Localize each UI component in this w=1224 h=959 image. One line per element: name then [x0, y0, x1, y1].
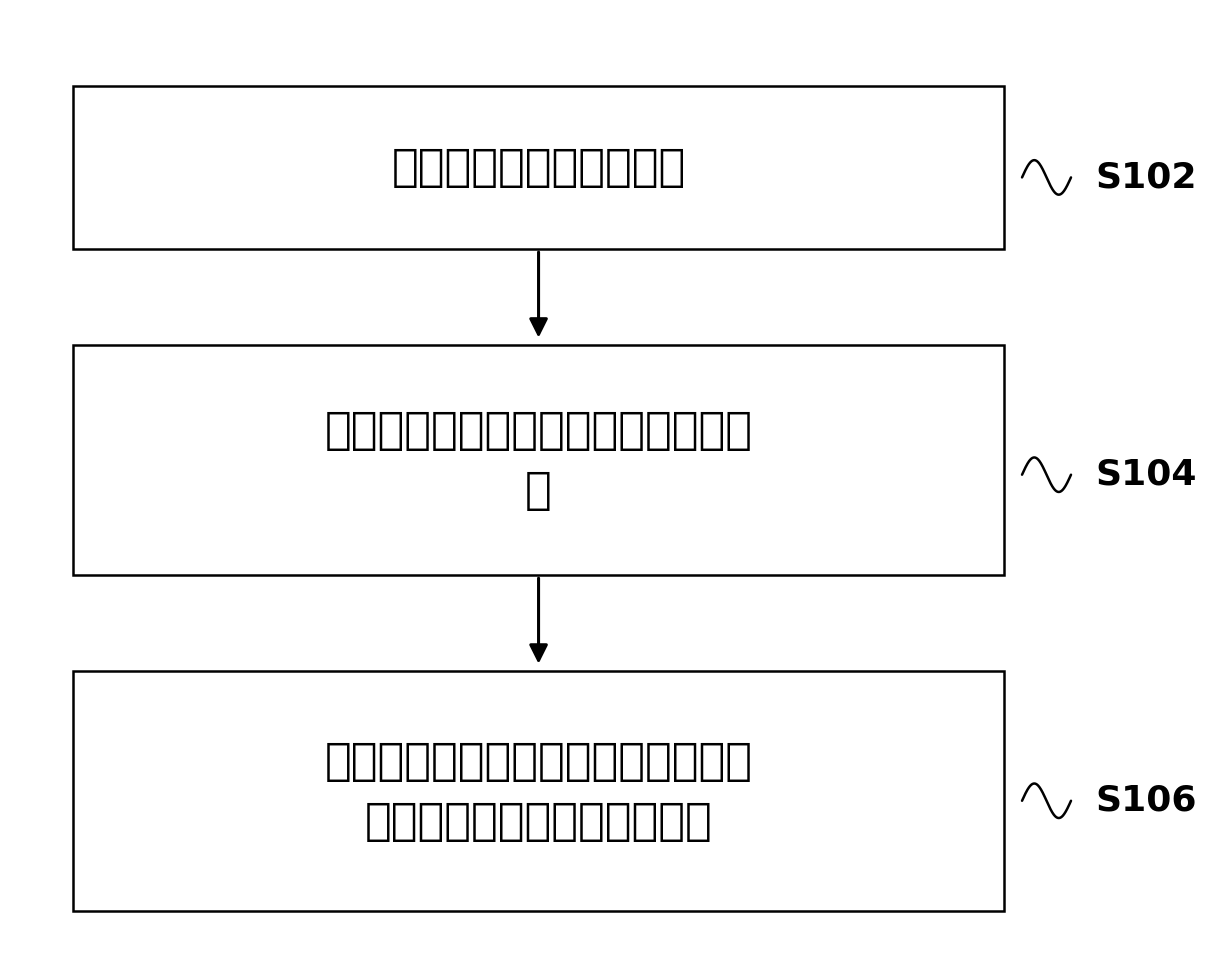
- Text: S106: S106: [1095, 784, 1197, 818]
- Text: 接收对至少一个模拟发电站的操作指
令: 接收对至少一个模拟发电站的操作指 令: [324, 409, 753, 512]
- Bar: [73, 345, 1004, 575]
- Text: S104: S104: [1095, 457, 1197, 492]
- Text: 根据操作指令，控制对应的物理发电
站执行操作指令所指示的操作: 根据操作指令，控制对应的物理发电 站执行操作指令所指示的操作: [324, 739, 753, 843]
- Text: 获取至少一个模拟发电站: 获取至少一个模拟发电站: [392, 147, 685, 189]
- Bar: [73, 86, 1004, 249]
- Text: S102: S102: [1095, 160, 1197, 195]
- Bar: [73, 671, 1004, 911]
